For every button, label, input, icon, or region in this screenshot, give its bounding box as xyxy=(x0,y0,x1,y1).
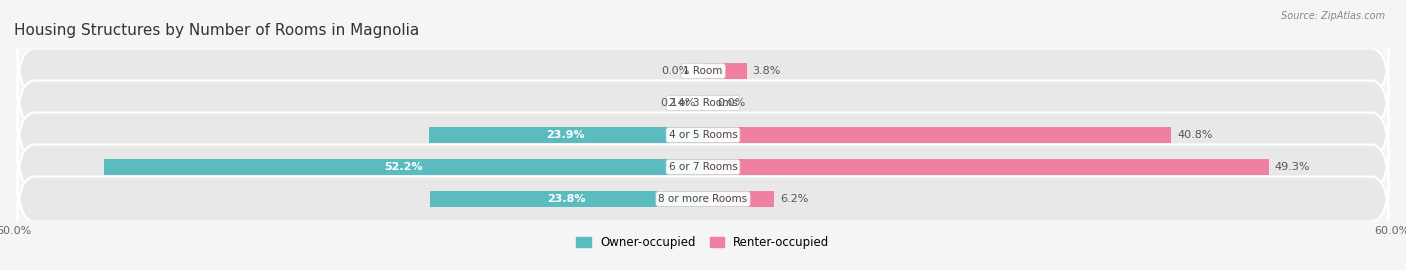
Bar xyxy=(703,127,1171,143)
Bar xyxy=(703,191,775,207)
Text: 8 or more Rooms: 8 or more Rooms xyxy=(658,194,748,204)
FancyBboxPatch shape xyxy=(17,173,1389,225)
Text: Housing Structures by Number of Rooms in Magnolia: Housing Structures by Number of Rooms in… xyxy=(14,23,419,38)
Bar xyxy=(429,127,703,143)
Text: 6.2%: 6.2% xyxy=(780,194,808,204)
FancyBboxPatch shape xyxy=(17,77,1389,129)
Text: 6 or 7 Rooms: 6 or 7 Rooms xyxy=(669,162,737,172)
Text: 4 or 5 Rooms: 4 or 5 Rooms xyxy=(669,130,737,140)
Bar xyxy=(104,159,703,175)
Text: 0.0%: 0.0% xyxy=(661,66,689,76)
Text: Source: ZipAtlas.com: Source: ZipAtlas.com xyxy=(1281,11,1385,21)
Legend: Owner-occupied, Renter-occupied: Owner-occupied, Renter-occupied xyxy=(572,231,834,254)
Text: 23.9%: 23.9% xyxy=(547,130,585,140)
Text: 1 Room: 1 Room xyxy=(683,66,723,76)
Text: 49.3%: 49.3% xyxy=(1275,162,1310,172)
Text: 3.8%: 3.8% xyxy=(752,66,780,76)
Bar xyxy=(430,191,703,207)
Bar xyxy=(703,159,1270,175)
Bar xyxy=(702,95,703,111)
FancyBboxPatch shape xyxy=(17,45,1389,97)
Text: 40.8%: 40.8% xyxy=(1177,130,1213,140)
Text: 52.2%: 52.2% xyxy=(384,162,423,172)
Text: 0.14%: 0.14% xyxy=(661,98,696,108)
Text: 2 or 3 Rooms: 2 or 3 Rooms xyxy=(669,98,737,108)
Text: 23.8%: 23.8% xyxy=(547,194,586,204)
Bar xyxy=(703,63,747,79)
Text: 0.0%: 0.0% xyxy=(717,98,745,108)
FancyBboxPatch shape xyxy=(17,109,1389,161)
FancyBboxPatch shape xyxy=(17,141,1389,193)
